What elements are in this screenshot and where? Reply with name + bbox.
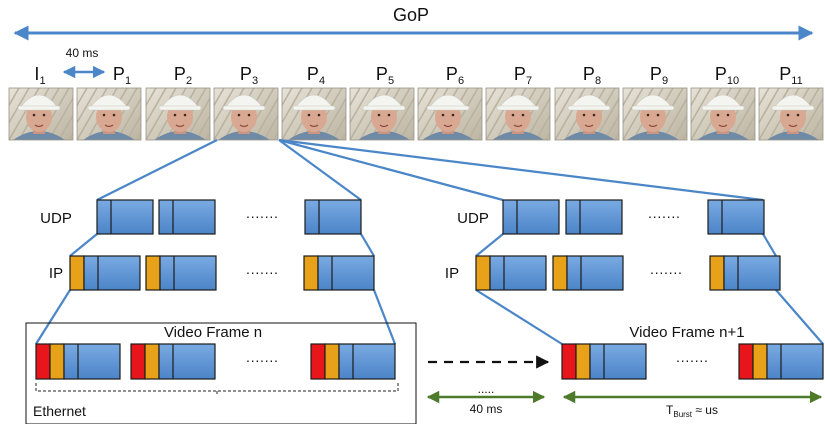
ip-label-right: IP	[445, 265, 459, 282]
ethernet-packet	[561, 343, 647, 380]
frame-label-p4: P4	[307, 64, 325, 87]
ip-ellipsis-right: ·······	[650, 264, 683, 280]
frame-label-p11: P11	[779, 64, 802, 87]
frame-label-p6: P6	[446, 64, 464, 87]
projection-line	[360, 233, 375, 257]
frame-label-p5: P5	[376, 64, 394, 87]
gap-dots: .....	[478, 382, 495, 396]
udp-packet	[96, 199, 154, 235]
projection-line	[35, 289, 71, 345]
frame-label-p7: P7	[514, 64, 532, 87]
burst-label: TBurst ≈ us	[666, 403, 718, 419]
ip-packets	[69, 255, 781, 291]
gop-label: GoP	[393, 5, 429, 25]
ethernet-brace	[35, 383, 399, 396]
ethernet-packet	[35, 343, 121, 380]
udp-packet	[707, 199, 765, 235]
projection-line	[278, 138, 504, 202]
udp-packet	[304, 199, 362, 235]
video-frame-thumbnail	[554, 87, 620, 141]
projection-line	[69, 233, 98, 257]
video-frame-n-box	[25, 322, 417, 424]
video-frame-thumbnail	[8, 87, 74, 141]
projection-line	[775, 289, 824, 345]
projection-line	[372, 289, 397, 345]
ethernet-packet	[130, 343, 216, 380]
video-frame-thumbnail	[485, 87, 551, 141]
frame-label-p2: P2	[174, 64, 192, 87]
projection-line	[475, 233, 504, 257]
ip-packet	[145, 255, 217, 291]
interval-label: 40 ms	[66, 46, 99, 60]
ethernet-packet	[738, 343, 824, 380]
ip-packet	[552, 255, 624, 291]
projection-lines	[35, 138, 824, 345]
projection-line	[278, 139, 362, 201]
ethernet-label: Ethernet	[33, 403, 86, 419]
projection-line	[278, 138, 764, 202]
udp-packet	[502, 199, 560, 235]
frame-label-p10: P10	[715, 64, 739, 87]
udp-packet	[158, 199, 216, 235]
udp-ellipsis-right: ·······	[648, 208, 681, 224]
video-frame-thumbnail	[349, 87, 415, 141]
projection-line	[96, 139, 218, 201]
projection-line	[475, 289, 563, 345]
projection-line	[762, 233, 777, 257]
ethernet-packets	[35, 343, 824, 380]
frame-labels: I1 P1 P2 P3 P4 P5 P6 P7 P8 P9 P10 P11	[34, 64, 802, 87]
ip-packet	[69, 255, 141, 291]
ip-packet	[303, 255, 375, 291]
video-frame-thumbnail	[76, 87, 142, 141]
ethernet-packet	[310, 343, 396, 380]
video-frame-n1-label: Video Frame n+1	[629, 324, 744, 341]
ip-ellipsis-left: ·······	[246, 264, 279, 280]
ip-packet	[709, 255, 781, 291]
udp-packet	[565, 199, 623, 235]
video-frame-thumbnail	[145, 87, 211, 141]
ethernet-ellipsis-right: ·······	[676, 352, 709, 368]
udp-label-left: UDP	[40, 210, 72, 227]
udp-ellipsis-left: ·······	[246, 208, 279, 224]
frame-label-i1: I1	[34, 64, 45, 87]
ip-label-left: IP	[49, 265, 63, 282]
frame-label-p9: P9	[650, 64, 668, 87]
udp-label-right: UDP	[457, 210, 489, 227]
ip-packet	[475, 255, 547, 291]
frame-label-p3: P3	[240, 64, 258, 87]
frame-label-p8: P8	[583, 64, 601, 87]
udp-packets	[96, 199, 765, 235]
video-frame-n-label: Video Frame n	[164, 324, 262, 341]
video-frame-thumbnail	[690, 87, 756, 141]
ethernet-ellipsis-left: ·······	[246, 352, 279, 368]
video-frame-thumbnail	[281, 87, 347, 141]
video-frame-thumbnail	[622, 87, 688, 141]
video-frame-thumbnail	[417, 87, 483, 141]
video-frame-thumbnail	[758, 87, 824, 141]
frame-label-p1: P1	[113, 64, 131, 87]
video-frame-thumbnail	[213, 87, 279, 141]
video-frame-strip	[8, 87, 824, 141]
gap-label: 40 ms	[470, 402, 503, 416]
